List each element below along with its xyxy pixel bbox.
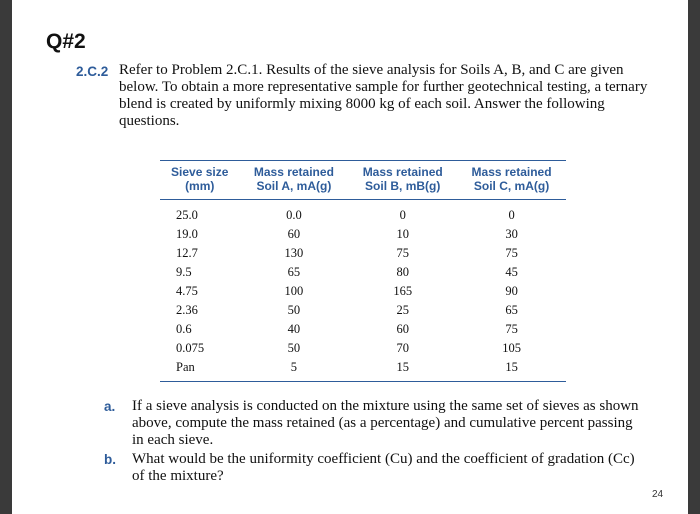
table-row: 25.0 0.0 0 0 <box>176 208 515 222</box>
question-text: If a sieve analysis is conducted on the … <box>132 398 639 448</box>
textbook-page: Q#2 2.C.2 Refer to Problem 2.C.1. Result… <box>12 0 688 514</box>
table-row: 0.6 40 60 75 <box>176 322 518 336</box>
question-list: a. If a sieve analysis is conducted on t… <box>104 398 644 487</box>
problem-statement: Refer to Problem 2.C.1. Results of the s… <box>119 62 648 129</box>
page-number: 24 <box>652 489 664 500</box>
header-soil-b: Mass retained Soil B, mB(g) <box>348 160 458 200</box>
table-row: 9.5 65 80 45 <box>176 265 518 279</box>
question-letter: b. <box>104 452 116 467</box>
sieve-analysis-table: Sieve size (mm) Mass retained Soil A, mA… <box>160 160 566 382</box>
table-row: 12.7 130 75 75 <box>176 246 518 260</box>
table-row: 19.0 60 10 30 <box>176 227 518 241</box>
question-letter: a. <box>104 399 116 414</box>
question-item-b: b. What would be the uniformity coeffici… <box>104 451 644 485</box>
question-item-a: a. If a sieve analysis is conducted on t… <box>104 398 644 449</box>
header-sieve-size: Sieve size (mm) <box>160 160 240 200</box>
problem-number: 2.C.2 <box>76 64 109 79</box>
question-text: What would be the uniformity coefficient… <box>132 451 635 484</box>
table-row: 4.75 100 165 90 <box>176 284 518 298</box>
header-soil-c: Mass retained Soil C, mA(g) <box>457 160 566 200</box>
table-row: 2.36 50 25 65 <box>176 303 518 317</box>
table-row: Pan 5 15 15 <box>160 358 566 382</box>
table-row: 0.075 50 70 105 <box>176 341 521 355</box>
question-heading: Q#2 <box>46 30 86 53</box>
header-soil-a: Mass retained Soil A, mA(g) <box>239 160 349 200</box>
table-header: Sieve size (mm) Mass retained Soil A, mA… <box>160 160 566 200</box>
table-body: 25.0 0.0 0 0 19.0 60 10 30 12.7 130 75 75 9.5 65 80… <box>160 200 566 382</box>
